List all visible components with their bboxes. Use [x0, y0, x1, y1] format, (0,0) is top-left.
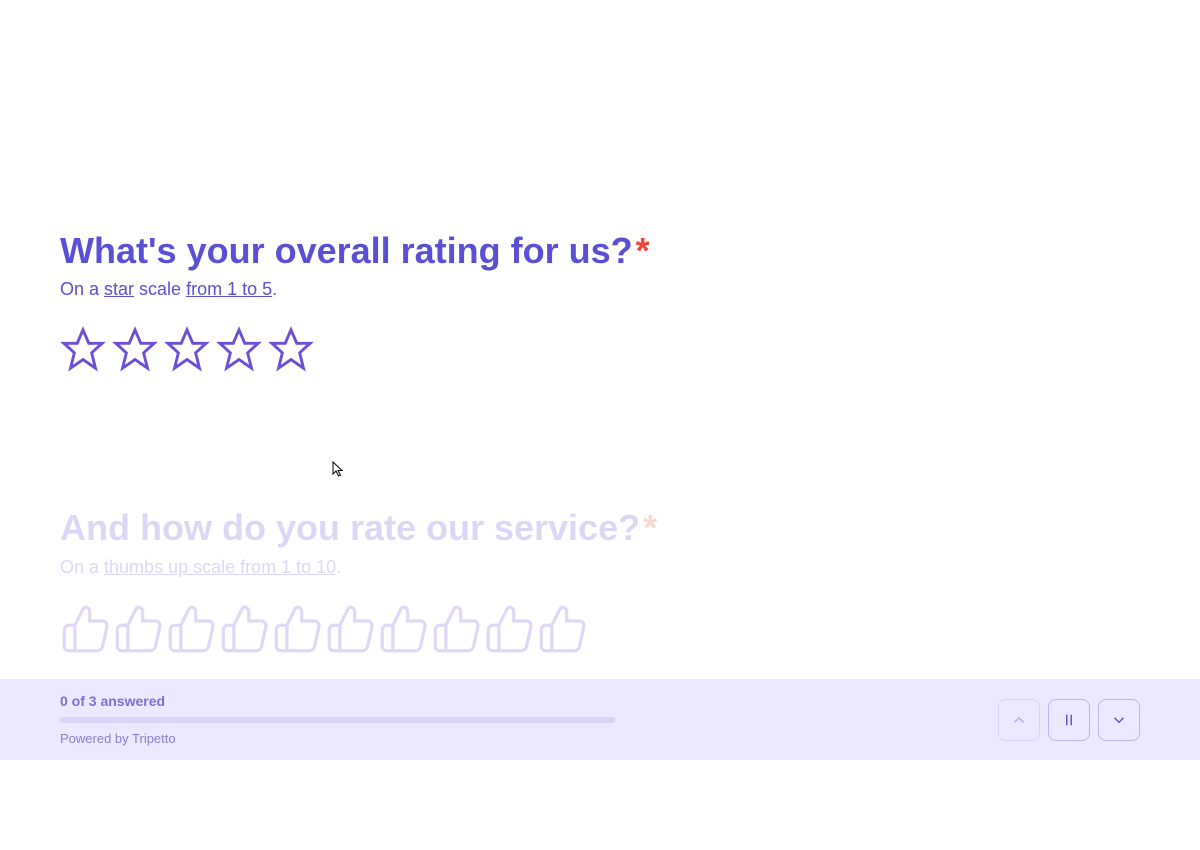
star-icon[interactable] — [60, 326, 106, 377]
progress-text: 0 of 3 answered — [60, 693, 615, 709]
star-rating-row — [60, 326, 1140, 377]
question-1-title: What's your overall rating for us?* — [60, 230, 1140, 271]
star-icon[interactable] — [112, 326, 158, 377]
nav-up-button — [998, 699, 1040, 741]
thumb-up-icon[interactable] — [60, 604, 111, 660]
question-2-title: And how do you rate our service?* — [60, 507, 1140, 548]
powered-by[interactable]: Powered by Tripetto — [60, 731, 615, 746]
thumb-up-icon[interactable] — [537, 604, 588, 660]
thumb-up-icon[interactable] — [219, 604, 270, 660]
required-asterisk: * — [643, 507, 657, 548]
question-2-title-text: And how do you rate our service? — [60, 507, 640, 548]
footer-left: 0 of 3 answered Powered by Tripetto — [60, 693, 615, 746]
question-1-subtitle: On a star scale from 1 to 5. — [60, 279, 1140, 300]
pause-icon — [1060, 711, 1078, 729]
required-asterisk: * — [636, 230, 650, 271]
question-2-block: And how do you rate our service?* On a t… — [60, 507, 1140, 659]
question-2-subtitle: On a thumbs up scale from 1 to 10. — [60, 557, 1140, 578]
thumb-up-icon[interactable] — [166, 604, 217, 660]
question-1-block: What's your overall rating for us?* On a… — [60, 230, 1140, 377]
star-icon[interactable] — [268, 326, 314, 377]
thumb-up-icon[interactable] — [484, 604, 535, 660]
nav-down-button[interactable] — [1098, 699, 1140, 741]
question-1-title-text: What's your overall rating for us? — [60, 230, 633, 271]
chevron-down-icon — [1110, 711, 1128, 729]
thumb-rating-row — [60, 604, 1140, 660]
star-icon[interactable] — [216, 326, 262, 377]
footer-nav — [998, 699, 1140, 741]
thumb-up-icon[interactable] — [431, 604, 482, 660]
progress-bar — [60, 717, 615, 723]
chevron-up-icon — [1010, 711, 1028, 729]
thumb-up-icon[interactable] — [272, 604, 323, 660]
thumb-up-icon[interactable] — [378, 604, 429, 660]
star-icon[interactable] — [164, 326, 210, 377]
thumb-up-icon[interactable] — [113, 604, 164, 660]
nav-pause-button[interactable] — [1048, 699, 1090, 741]
thumb-up-icon[interactable] — [325, 604, 376, 660]
footer: 0 of 3 answered Powered by Tripetto — [0, 679, 1200, 760]
